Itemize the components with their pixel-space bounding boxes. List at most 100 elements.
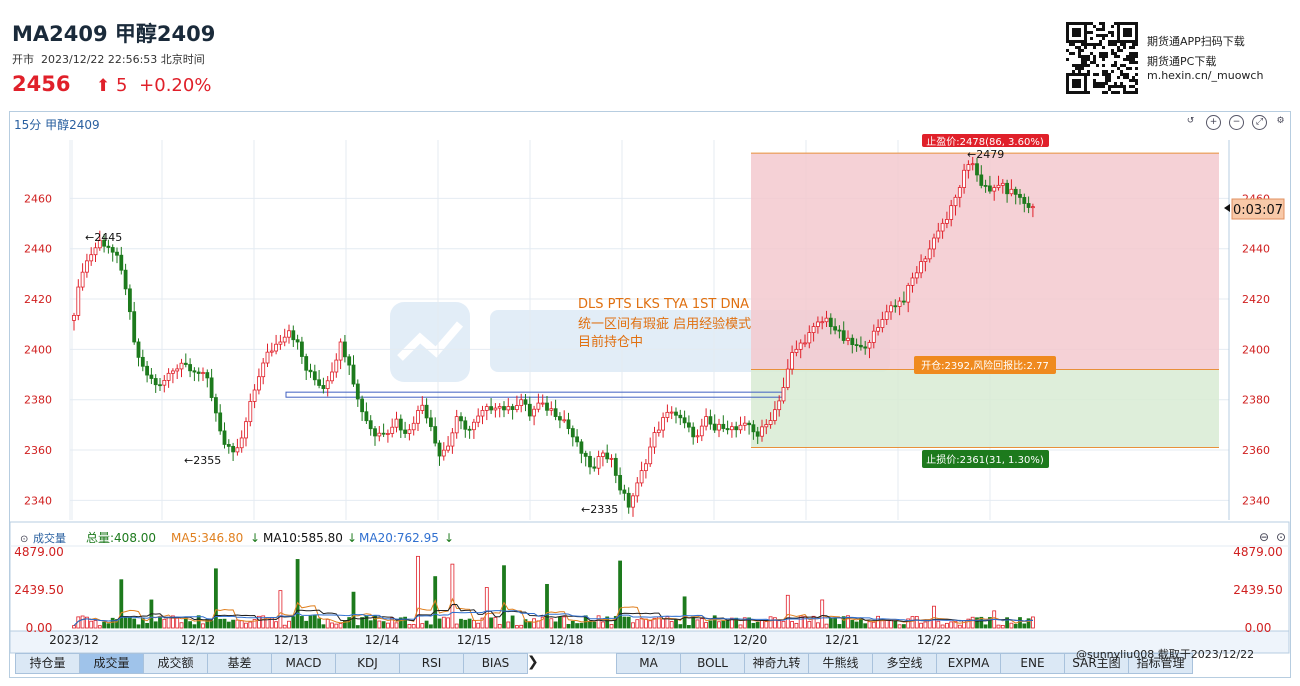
candle-body[interactable] (213, 397, 218, 414)
candle-body[interactable] (282, 336, 287, 343)
candle-body[interactable] (824, 317, 829, 323)
overlay-tab-5[interactable]: EXPMA (936, 653, 1001, 674)
candle-body[interactable] (562, 419, 567, 422)
candle-body[interactable] (949, 205, 954, 220)
indicator-tab-0[interactable]: 持仓量 (15, 653, 80, 674)
overlay-tab-0[interactable]: MA (616, 653, 681, 674)
candle-body[interactable] (106, 245, 111, 248)
candle-body[interactable] (166, 372, 171, 381)
candle-body[interactable] (347, 356, 352, 366)
candle-body[interactable] (639, 470, 644, 484)
candle-body[interactable] (72, 314, 76, 321)
candle-body[interactable] (308, 369, 313, 373)
candle-body[interactable] (183, 362, 188, 365)
candle-body[interactable] (871, 330, 876, 343)
candle-body[interactable] (622, 489, 627, 494)
candle-body[interactable] (467, 428, 472, 431)
candle-body[interactable] (854, 344, 859, 347)
candle-body[interactable] (278, 341, 283, 345)
candle-body[interactable] (364, 411, 369, 422)
candle-body[interactable] (859, 344, 863, 348)
candle-body[interactable] (175, 368, 180, 372)
candle-body[interactable] (274, 343, 279, 352)
candle-body[interactable] (1005, 182, 1009, 195)
candle-body[interactable] (712, 423, 717, 431)
candle-body[interactable] (975, 163, 979, 176)
candle-body[interactable] (235, 447, 240, 453)
candle-body[interactable] (196, 371, 201, 374)
candle-body[interactable] (394, 418, 399, 428)
candle-body[interactable] (730, 426, 734, 431)
candle-body[interactable] (446, 445, 451, 451)
candle-body[interactable] (360, 398, 365, 413)
candle-body[interactable] (979, 174, 984, 186)
candle-body[interactable] (820, 321, 825, 324)
candle-body[interactable] (807, 332, 812, 344)
promo-url[interactable]: m.hexin.cn/_muowch (1147, 69, 1264, 82)
candle-body[interactable] (244, 421, 248, 439)
candle-body[interactable] (781, 387, 786, 402)
qr-code-icon[interactable] (1066, 22, 1138, 94)
candle-body[interactable] (626, 492, 631, 508)
candle-body[interactable] (661, 417, 665, 431)
candle-body[interactable] (1026, 203, 1031, 208)
candle-body[interactable] (751, 424, 756, 433)
candle-body[interactable] (93, 247, 98, 256)
candle-body[interactable] (476, 415, 481, 423)
candle-body[interactable] (420, 404, 425, 411)
candle-body[interactable] (192, 370, 197, 373)
candle-body[interactable] (540, 402, 545, 405)
candle-body[interactable] (256, 376, 261, 391)
candle-body[interactable] (811, 326, 816, 334)
candle-body[interactable] (893, 305, 898, 308)
candle-body[interactable] (927, 248, 932, 260)
candle-body[interactable] (433, 426, 438, 444)
reset-icon[interactable]: ↺ (1186, 116, 1195, 126)
candle-body[interactable] (1013, 188, 1018, 195)
candle-body[interactable] (575, 436, 579, 443)
candle-body[interactable] (373, 428, 377, 437)
candle-body[interactable] (123, 269, 128, 290)
candle-body[interactable] (773, 409, 777, 421)
candle-body[interactable] (613, 457, 618, 476)
candle-body[interactable] (876, 327, 880, 332)
overlay-tab-3[interactable]: 牛熊线 (808, 653, 873, 674)
candle-body[interactable] (549, 408, 554, 411)
candle-body[interactable] (699, 425, 704, 437)
candle-body[interactable] (644, 463, 648, 472)
candle-body[interactable] (945, 219, 949, 224)
candle-body[interactable] (648, 446, 653, 465)
candle-body[interactable] (239, 437, 244, 449)
candle-body[interactable] (136, 341, 141, 358)
candle-body[interactable] (76, 286, 81, 316)
candle-body[interactable] (906, 284, 911, 303)
candle-body[interactable] (669, 411, 674, 414)
candle-body[interactable] (97, 239, 102, 249)
candle-body[interactable] (416, 410, 420, 424)
candle-body[interactable] (162, 380, 167, 386)
candle-body[interactable] (291, 330, 296, 341)
candle-body[interactable] (910, 277, 915, 286)
overlay-tab-7[interactable]: SAR主图 (1064, 653, 1129, 674)
candle-body[interactable] (631, 495, 635, 508)
candle-body[interactable] (970, 163, 975, 166)
candle-body[interactable] (459, 416, 463, 422)
candle-body[interactable] (85, 260, 89, 273)
candle-body[interactable] (506, 406, 511, 411)
candle-body[interactable] (863, 346, 868, 349)
candle-body[interactable] (450, 432, 455, 447)
candle-body[interactable] (441, 449, 446, 457)
candle-body[interactable] (188, 364, 193, 372)
candle-body[interactable] (368, 420, 373, 430)
candle-body[interactable] (119, 254, 124, 271)
candle-body[interactable] (471, 421, 476, 431)
candle-body[interactable] (588, 455, 592, 468)
candle-body[interactable] (988, 185, 992, 192)
candle-body[interactable] (1018, 193, 1022, 198)
candle-body[interactable] (536, 402, 541, 410)
candle-body[interactable] (170, 370, 175, 374)
candle-body[interactable] (398, 418, 403, 431)
candle-body[interactable] (411, 422, 416, 431)
promo-app[interactable]: 期货通APP扫码下载 (1147, 35, 1245, 48)
candle-body[interactable] (480, 409, 485, 417)
